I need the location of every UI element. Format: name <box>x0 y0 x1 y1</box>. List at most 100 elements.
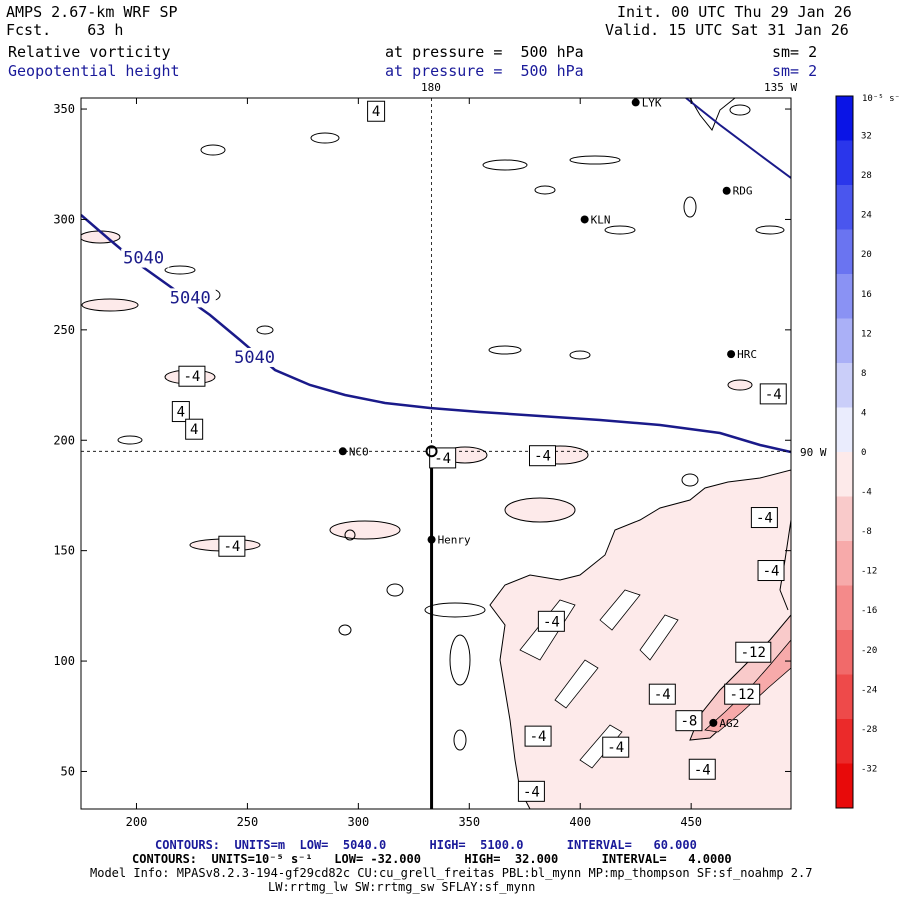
vorticity-contour-label: -4 <box>434 451 451 467</box>
colorbar-swatch <box>836 630 853 675</box>
y-tick-label: 300 <box>53 212 75 226</box>
station-label: RDG <box>733 185 753 198</box>
vorticity-label-box <box>735 641 772 663</box>
vorticity-label-box <box>524 725 552 747</box>
station-marker[interactable] <box>631 98 640 107</box>
lon-label-135w: 135 W <box>764 81 797 94</box>
vorticity-blob-e <box>81 298 139 312</box>
field1-name: Relative vorticity <box>8 43 171 61</box>
colorbar-swatch <box>836 96 853 141</box>
vorticity-label-box <box>688 758 716 780</box>
station-marker[interactable] <box>427 535 436 544</box>
vorticity-label-box <box>724 683 761 705</box>
colorbar-swatch <box>836 452 853 497</box>
pos-contour-12 <box>488 345 522 355</box>
y-tick-label: 350 <box>53 102 75 116</box>
colorbar-swatch <box>836 674 853 720</box>
vorticity-contour-label: -4 <box>607 740 624 756</box>
vorticity-contour-label: -4 <box>694 762 711 778</box>
pos-contour-8 <box>534 185 556 195</box>
colorbar-swatch <box>836 585 853 631</box>
station-marker[interactable] <box>727 350 736 359</box>
vorticity-label-box <box>185 418 204 440</box>
vorticity-strip-5 <box>579 724 623 769</box>
colorbar-swatch <box>836 318 853 364</box>
colorbar-label: 28 <box>861 171 872 181</box>
field1-smoothing: sm= 2 <box>772 43 818 61</box>
vorticity-contour-info: CONTOURS: UNITS=10⁻⁵ s⁻¹ LOW= -32.000 HI… <box>132 852 732 866</box>
station-label: HRC <box>737 348 757 361</box>
field1-level: at pressure = 500 hPa <box>385 43 584 61</box>
vorticity-contour-label: 4 <box>177 405 185 421</box>
x-tick-label: 300 <box>348 815 370 829</box>
axes: 200 250 300 350 400 450 350 300 250 200 150 100 50 <box>53 98 791 829</box>
vorticity-strip-4 <box>639 614 679 661</box>
forecast-hour: Fcst. 63 h <box>6 21 124 39</box>
vorticity-contour-label: -4 <box>523 784 540 800</box>
pos-contour-20 <box>681 473 699 487</box>
vorticity-label-box <box>517 780 545 802</box>
vorticity-label-box <box>178 365 206 387</box>
station-label: AG2 <box>719 717 739 730</box>
x-tick-label: 250 <box>237 815 259 829</box>
x-tick-label: 350 <box>458 815 480 829</box>
colorbar-label: 4 <box>861 408 866 418</box>
height-contour-info: CONTOURS: UNITS=m LOW= 5040.0 HIGH= 5100… <box>155 838 697 852</box>
y-tick-label: 200 <box>53 433 75 447</box>
pos-contour-1 <box>200 144 226 156</box>
vorticity-label-box <box>537 610 565 632</box>
vorticity-contour-label: -4 <box>763 564 780 580</box>
vorticity-contour-label: -4 <box>184 369 201 385</box>
height-label-bg <box>167 288 216 308</box>
pos-contour-2 <box>310 132 340 144</box>
vorticity-contour-label: -4 <box>654 687 671 703</box>
positive-vorticity-contours <box>117 104 785 751</box>
vorticity-label-box <box>757 560 785 582</box>
plot-frame <box>80 97 792 810</box>
height-contour-label: 5040 <box>123 249 164 269</box>
colorbar-label: 12 <box>861 329 872 339</box>
vorticity-contour-label: -8 <box>681 714 698 730</box>
colorbar-label: 32 <box>861 132 872 142</box>
pos-contour-18 <box>338 624 352 636</box>
coastline-top-right <box>689 98 736 131</box>
colorbar-label: 16 <box>861 290 872 300</box>
x-tick-label: 400 <box>569 815 591 829</box>
station-marker[interactable] <box>709 718 718 727</box>
model-title: AMPS 2.67-km WRF SP <box>6 3 178 21</box>
colorbar-label: 0 <box>861 448 866 458</box>
vorticity-label-box <box>759 383 787 405</box>
vorticity-label-box <box>675 710 703 732</box>
x-tick-label: 200 <box>126 815 148 829</box>
height-label-bg <box>121 248 170 268</box>
pos-contour-15 <box>729 104 751 116</box>
vorticity-contour-label: -4 <box>765 387 782 403</box>
y-tick-label: 150 <box>53 544 75 558</box>
colorbar-swatch <box>836 274 853 319</box>
station-marker[interactable] <box>722 186 731 195</box>
vorticity-label-box <box>367 100 386 122</box>
height-contour-label: 5040 <box>170 288 211 308</box>
vorticity-contour-label: -4 <box>534 449 551 465</box>
colorbar-label: 20 <box>861 250 872 260</box>
pos-contour-11 <box>256 325 274 335</box>
station-marker[interactable] <box>580 215 589 224</box>
vorticity-blob-h <box>504 497 576 523</box>
vorticity-label-box <box>648 683 676 705</box>
station-label: Henry <box>438 534 471 547</box>
vorticity-contour-label: -4 <box>543 614 560 630</box>
y-tick-label: 50 <box>61 764 75 778</box>
colorbar-label: -16 <box>861 606 877 616</box>
cross-section-point[interactable] <box>425 445 438 458</box>
colorbar-label: -24 <box>861 685 877 695</box>
vorticity-label-box <box>171 401 190 423</box>
field2-name: Geopotential height <box>8 62 180 80</box>
colorbar: 32 28 24 20 16 12 8 4 0 -4 -8 -12 -16 -20 -24 -28 -32 <box>835 95 877 809</box>
lon-label-180: 180 <box>421 81 441 94</box>
colorbar-swatch <box>836 407 853 453</box>
vorticity-blob-k <box>727 379 753 391</box>
station-marker[interactable] <box>338 447 347 456</box>
pos-contour-10 <box>164 265 196 275</box>
